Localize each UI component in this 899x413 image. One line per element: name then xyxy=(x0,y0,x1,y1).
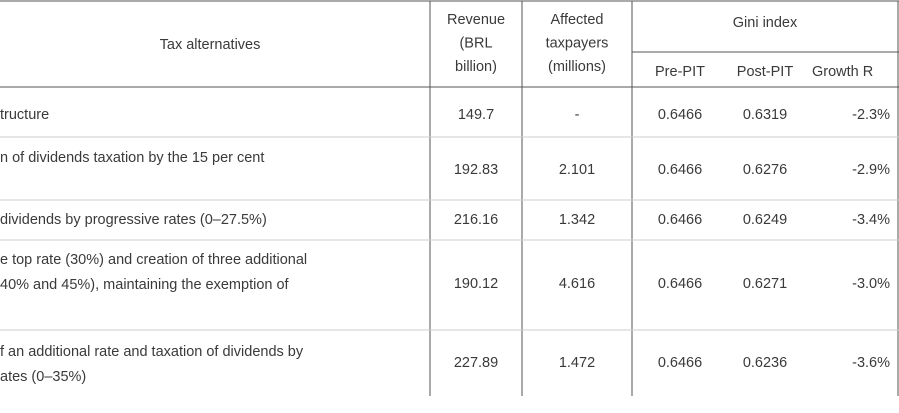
row-label: f an additional rate and taxation of div… xyxy=(0,344,304,360)
cell: 0.6466 xyxy=(658,355,702,371)
header-cell: Tax alternatives xyxy=(160,37,261,53)
cell: 1.472 xyxy=(559,355,595,371)
header-cell: billion) xyxy=(455,59,497,75)
cell: 216.16 xyxy=(454,212,498,228)
cell: 192.83 xyxy=(454,162,498,178)
header-cell: Growth R xyxy=(812,64,873,80)
cell: 1.342 xyxy=(559,212,595,228)
cell: 190.12 xyxy=(454,276,498,292)
cell: -3.6% xyxy=(852,355,890,371)
row-label: e top rate (30%) and creation of three a… xyxy=(0,252,307,268)
row-label: dividends by progressive rates (0–27.5%) xyxy=(0,212,267,228)
header-cell: (BRL xyxy=(459,35,492,51)
cell: - xyxy=(575,107,580,123)
cell: -3.4% xyxy=(852,212,890,228)
cell: 4.616 xyxy=(559,276,595,292)
cell: 227.89 xyxy=(454,355,498,371)
cell: 0.6319 xyxy=(743,107,787,123)
cell: -2.3% xyxy=(852,107,890,123)
header-cell: Pre-PIT xyxy=(655,64,705,80)
row-label: 40% and 45%), maintaining the exemption … xyxy=(0,277,290,293)
header-cell: Post-PIT xyxy=(737,64,794,80)
cell: 2.101 xyxy=(559,162,595,178)
row-label: tructure xyxy=(0,107,49,123)
header-cell: Gini index xyxy=(733,15,798,31)
cell: -3.0% xyxy=(852,276,890,292)
row-label: n of dividends taxation by the 15 per ce… xyxy=(0,150,264,166)
cell: 0.6271 xyxy=(743,276,787,292)
cell: 149.7 xyxy=(458,107,494,123)
cell: 0.6249 xyxy=(743,212,787,228)
header-cell: Affected xyxy=(551,12,604,28)
cell: 0.6236 xyxy=(743,355,787,371)
header-cell: taxpayers xyxy=(546,35,609,51)
cell: -2.9% xyxy=(852,162,890,178)
cell: 0.6466 xyxy=(658,162,702,178)
cell: 0.6466 xyxy=(658,212,702,228)
header-cell: (millions) xyxy=(548,59,606,75)
row-label: ates (0–35%) xyxy=(0,369,86,385)
cell: 0.6466 xyxy=(658,107,702,123)
header-cell: Revenue xyxy=(447,12,505,28)
cell: 0.6466 xyxy=(658,276,702,292)
cell: 0.6276 xyxy=(743,162,787,178)
